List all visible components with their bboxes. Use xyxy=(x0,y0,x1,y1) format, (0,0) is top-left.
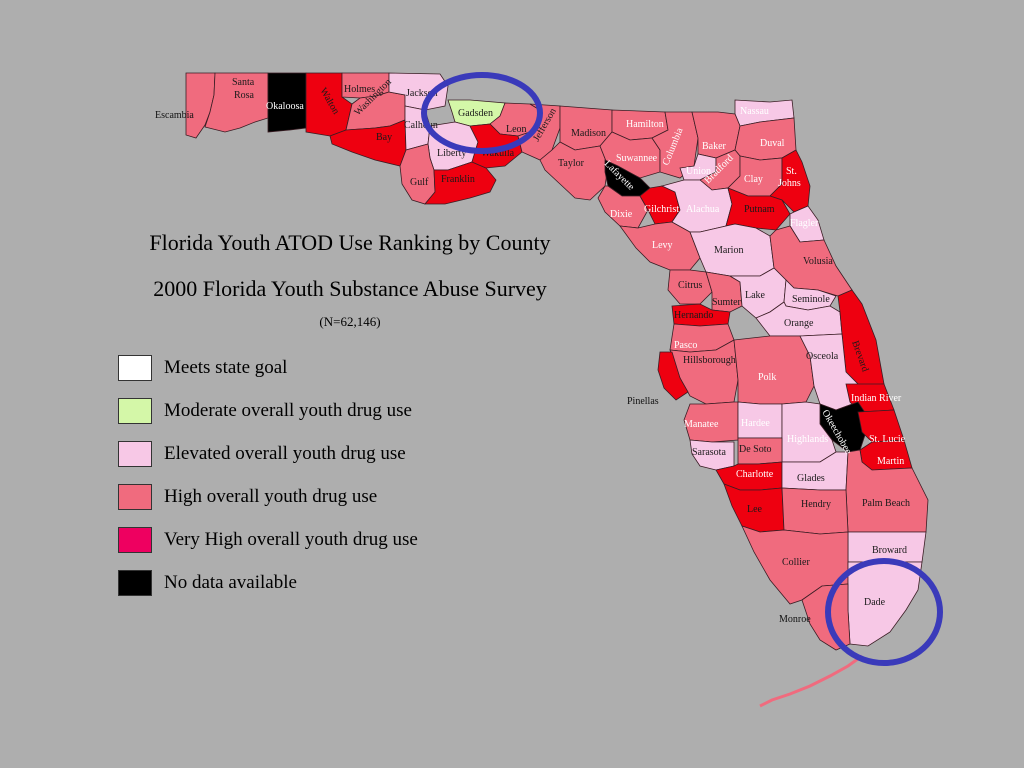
label-hendry: Hendry xyxy=(801,499,831,510)
legend-label: Meets state goal xyxy=(164,356,288,378)
highlight-circle-dade xyxy=(825,558,943,666)
legend-item: No data available xyxy=(118,561,418,604)
label-glades: Glades xyxy=(797,473,825,484)
county-hendry xyxy=(781,487,849,535)
label-bay: Bay xyxy=(376,132,392,143)
label-lake: Lake xyxy=(745,290,766,301)
legend-label: Moderate overall youth drug use xyxy=(164,399,412,421)
label-baker: Baker xyxy=(702,141,727,152)
label-gilchrist: Gilchrist xyxy=(644,204,679,215)
legend-label: Very High overall youth drug use xyxy=(164,528,418,550)
label-dixie: Dixie xyxy=(610,209,633,220)
label-hamilton: Hamilton xyxy=(626,119,664,130)
county-polk xyxy=(733,335,815,405)
label-volusia: Volusia xyxy=(803,256,833,267)
label-st-lucie: St. Lucie xyxy=(869,434,906,445)
label-santa-rosa-2: Rosa xyxy=(234,90,255,101)
label-de-soto: De Soto xyxy=(739,444,772,455)
label-madison: Madison xyxy=(571,128,606,139)
label-putnam: Putnam xyxy=(744,204,775,215)
label-alachua: Alachua xyxy=(686,204,720,215)
label-gadsden: Gadsden xyxy=(458,108,493,119)
legend-item: Moderate overall youth drug use xyxy=(118,389,418,432)
label-union: Union xyxy=(686,166,711,177)
label-charlotte: Charlotte xyxy=(736,469,774,480)
label-jackson: Jackson xyxy=(406,88,438,99)
label-okaloosa: Okaloosa xyxy=(266,101,304,112)
map-title: Florida Youth ATOD Use Ranking by County xyxy=(149,230,551,255)
highlight-circle-gadsden xyxy=(421,72,543,154)
label-santa-rosa-1: Santa xyxy=(232,77,255,88)
label-palm-beach: Palm Beach xyxy=(862,498,910,509)
county-citrus xyxy=(667,269,713,305)
label-taylor: Taylor xyxy=(558,158,585,169)
legend-swatch xyxy=(118,526,152,553)
legend-label: Elevated overall youth drug use xyxy=(164,442,406,464)
label-indian-river: Indian River xyxy=(851,393,902,404)
county-okaloosa xyxy=(267,72,307,133)
legend-swatch xyxy=(118,440,152,467)
sample-size: (N=62,146) xyxy=(319,314,381,329)
label-citrus: Citrus xyxy=(678,280,703,291)
label-st-johns-1: St. xyxy=(786,166,797,177)
map-subtitle: 2000 Florida Youth Substance Abuse Surve… xyxy=(153,276,547,301)
label-st-johns-2: Johns xyxy=(778,178,801,189)
label-nassau: Nassau xyxy=(740,106,769,117)
label-dade: Dade xyxy=(864,597,886,608)
label-martin: Martin xyxy=(877,456,904,467)
label-hardee: Hardee xyxy=(741,418,770,429)
legend: Meets state goal Moderate overall youth … xyxy=(118,346,418,604)
label-pasco: Pasco xyxy=(674,340,697,351)
label-monroe: Monroe xyxy=(779,614,811,625)
label-lee: Lee xyxy=(747,504,763,515)
label-flagler: Flagler xyxy=(790,218,819,229)
legend-swatch xyxy=(118,397,152,424)
label-osceola: Osceola xyxy=(806,351,839,362)
county-franklin xyxy=(424,161,497,205)
label-hernando: Hernando xyxy=(674,310,713,321)
label-suwannee: Suwannee xyxy=(616,153,658,164)
label-manatee: Manatee xyxy=(684,419,719,430)
legend-item: Elevated overall youth drug use xyxy=(118,432,418,475)
label-clay: Clay xyxy=(744,174,763,185)
florida-keys xyxy=(759,654,863,708)
label-escambia: Escambia xyxy=(155,110,194,121)
label-polk: Polk xyxy=(758,372,776,383)
label-sumter: Sumter xyxy=(712,297,742,308)
label-sarasota: Sarasota xyxy=(692,447,726,458)
label-wakulla: Wakulla xyxy=(481,148,515,159)
legend-swatch xyxy=(118,483,152,510)
label-calhoun: Calhoun xyxy=(404,120,438,131)
county-dixie xyxy=(597,185,649,229)
label-franklin: Franklin xyxy=(441,174,475,185)
label-collier: Collier xyxy=(782,557,810,568)
label-liberty: Liberty xyxy=(437,148,466,159)
legend-label: No data available xyxy=(164,571,297,593)
legend-label: High overall youth drug use xyxy=(164,485,378,507)
label-holmes: Holmes xyxy=(344,84,375,95)
legend-item: High overall youth drug use xyxy=(118,475,418,518)
legend-swatch xyxy=(118,569,152,596)
label-seminole: Seminole xyxy=(792,294,830,305)
label-marion: Marion xyxy=(714,245,743,256)
label-pinellas: Pinellas xyxy=(627,396,659,407)
legend-swatch xyxy=(118,354,152,381)
label-duval: Duval xyxy=(760,138,785,149)
label-leon: Leon xyxy=(506,124,527,135)
label-orange: Orange xyxy=(784,318,814,329)
label-broward: Broward xyxy=(872,545,907,556)
legend-item: Very High overall youth drug use xyxy=(118,518,418,561)
label-levy: Levy xyxy=(652,240,673,251)
label-hillsborough: Hillsborough xyxy=(683,355,736,366)
legend-item: Meets state goal xyxy=(118,346,418,389)
label-gulf: Gulf xyxy=(410,177,429,188)
county-pinellas xyxy=(657,351,689,401)
label-highlands: Highlands xyxy=(787,434,828,445)
